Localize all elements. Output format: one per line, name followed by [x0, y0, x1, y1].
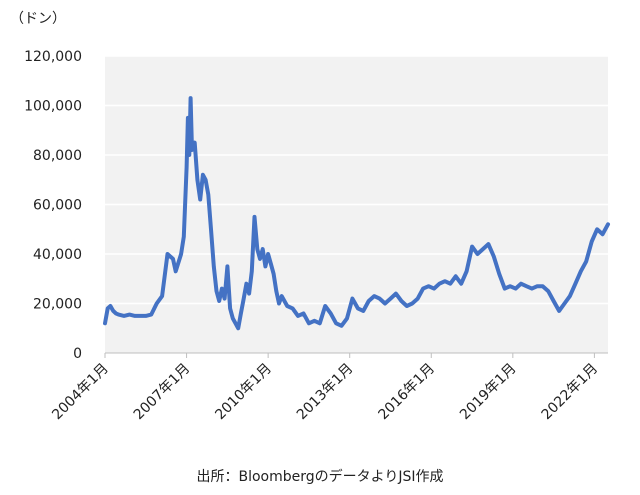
x-tick-labels: 2004年1月 2007年1月 2010年1月 2013年1月 2016年1月 2019年… — [49, 361, 601, 424]
y-tick-label: 60,000 — [33, 198, 82, 214]
x-tick-label: 2013年1月 — [294, 361, 357, 424]
x-tick-label: 2019年1月 — [457, 361, 520, 424]
y-tick-label: 20,000 — [33, 297, 82, 313]
x-tick-label: 2004年1月 — [49, 361, 112, 424]
source-note: 出所：BloombergのデータよりJSI作成 — [196, 469, 444, 485]
y-tick-label: 80,000 — [33, 148, 82, 164]
y-tick-label: 120,000 — [24, 49, 82, 65]
x-tick-label: 2022年1月 — [539, 361, 602, 424]
y-tick-label: 100,000 — [24, 99, 82, 115]
y-tick-labels: 0 20,000 40,000 60,000 80,000 100,000 120,000 — [24, 49, 82, 362]
y-tick-label: 0 — [73, 346, 82, 362]
series-group — [103, 96, 610, 331]
x-tick-label: 2007年1月 — [131, 361, 194, 424]
x-tick-label: 2016年1月 — [375, 361, 438, 424]
y-tick-label: 40,000 — [33, 247, 82, 263]
x-tick-label: 2010年1月 — [212, 361, 275, 424]
y-unit-label: （ドン） — [10, 11, 66, 27]
axes — [104, 352, 608, 358]
series-line — [103, 96, 610, 331]
